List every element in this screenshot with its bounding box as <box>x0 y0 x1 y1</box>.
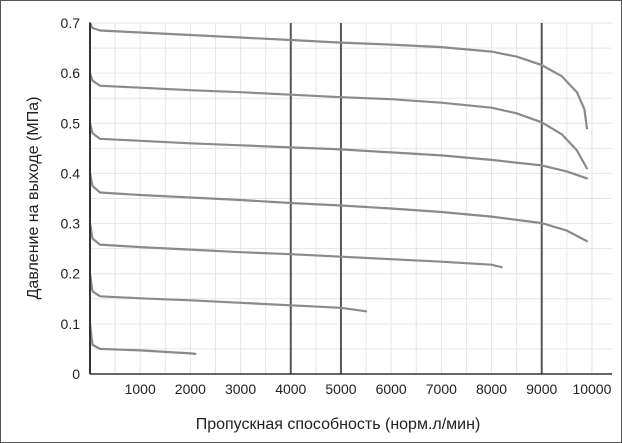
x-tick-label: 4000 <box>275 381 306 397</box>
grid <box>90 23 612 374</box>
series-line-4 <box>90 173 587 241</box>
y-tick-label: 0.5 <box>61 115 81 131</box>
y-tick-label: 0.7 <box>61 15 81 31</box>
x-tick-label: 9000 <box>526 381 557 397</box>
series-group <box>90 23 587 354</box>
x-tick-label: 6000 <box>376 381 407 397</box>
y-tick-label: 0.6 <box>61 65 81 81</box>
series-line-3 <box>90 123 587 178</box>
x-tick-label: 8000 <box>476 381 507 397</box>
y-tick-label: 0.4 <box>61 165 81 181</box>
x-tick-label: 3000 <box>225 381 256 397</box>
y-tick-label: 0 <box>72 366 80 382</box>
y-axis-title: Давление на выходе (МПа) <box>25 97 42 300</box>
y-tick-label: 0.2 <box>61 266 81 282</box>
series-line-6 <box>90 274 366 312</box>
x-tick-label: 2000 <box>175 381 206 397</box>
x-tick-label: 10000 <box>572 381 611 397</box>
x-tick-label: 1000 <box>125 381 156 397</box>
y-tick-label: 0.1 <box>61 316 81 332</box>
y-tick-label: 0.3 <box>61 216 81 232</box>
series-line-5 <box>90 224 502 268</box>
series-line-2 <box>90 73 587 168</box>
x-tick-label: 7000 <box>426 381 457 397</box>
x-axis-title: Пропускная способность (норм.л/мин) <box>196 416 481 433</box>
x-tick-label: 5000 <box>325 381 356 397</box>
